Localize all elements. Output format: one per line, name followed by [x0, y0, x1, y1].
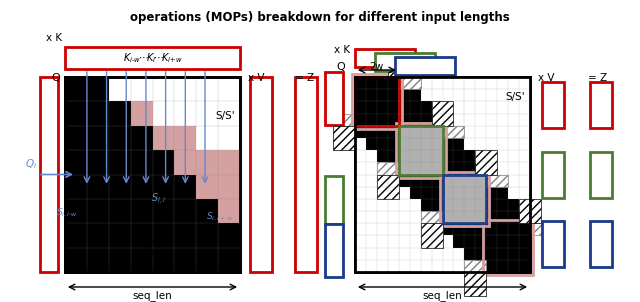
Bar [590, 221, 612, 267]
Text: seq_len: seq_len [132, 290, 172, 301]
Text: S/S': S/S' [216, 111, 235, 121]
Bar [399, 126, 442, 175]
Bar [87, 101, 152, 126]
Bar [388, 162, 486, 175]
Bar [218, 248, 240, 272]
Text: S/S': S/S' [506, 92, 525, 102]
Bar [442, 126, 465, 138]
Bar [65, 77, 240, 272]
Bar [325, 72, 343, 125]
Text: $K_{i\text{-}w}\!\cdots\!K_i\!\cdots\!K_{i\text{+}w}$: $K_{i\text{-}w}\!\cdots\!K_i\!\cdots\!K_… [122, 51, 182, 65]
Text: $S_{i,i+w}$: $S_{i,i+w}$ [205, 210, 233, 223]
Bar [431, 211, 530, 223]
Bar [396, 123, 445, 178]
Bar [65, 126, 152, 150]
Bar [355, 126, 453, 138]
Bar [420, 199, 519, 211]
Bar [476, 150, 497, 175]
Bar [325, 176, 343, 224]
Bar [355, 114, 442, 126]
Bar [590, 152, 612, 198]
Bar [40, 77, 58, 272]
Bar [465, 260, 486, 272]
Text: $Q_i$: $Q_i$ [25, 158, 37, 172]
Bar [453, 236, 530, 248]
Bar [483, 220, 533, 275]
Bar [465, 248, 530, 260]
Bar [131, 150, 240, 175]
Bar [355, 77, 530, 272]
Bar [352, 74, 402, 129]
Bar [377, 150, 476, 162]
Bar [440, 172, 489, 226]
Bar [399, 77, 420, 89]
Bar [486, 175, 508, 187]
Bar [65, 223, 240, 248]
Text: x V: x V [248, 73, 264, 83]
Bar [431, 101, 453, 126]
Bar [590, 82, 612, 128]
Bar [65, 77, 109, 101]
Bar [377, 175, 399, 199]
Bar [295, 77, 317, 272]
Bar [65, 77, 240, 272]
Text: seq_len: seq_len [422, 290, 462, 301]
Bar [355, 89, 420, 101]
Bar [152, 175, 240, 199]
Bar [65, 101, 131, 126]
Bar [196, 223, 240, 248]
Bar [333, 126, 355, 150]
Bar [442, 223, 530, 236]
Bar [325, 224, 343, 277]
Bar [542, 221, 564, 267]
Text: operations (MOPs) breakdown for different input lengths: operations (MOPs) breakdown for differen… [130, 11, 510, 24]
Bar [65, 199, 218, 223]
Bar [465, 272, 486, 296]
Bar [355, 77, 399, 126]
Bar [355, 49, 415, 67]
Bar [65, 175, 196, 199]
Text: x V: x V [538, 73, 554, 83]
Bar [375, 53, 435, 71]
Text: 2w: 2w [145, 247, 159, 257]
Bar [65, 150, 174, 175]
Text: = Z: = Z [295, 73, 314, 83]
Bar [420, 211, 442, 223]
Text: Q: Q [336, 62, 345, 72]
Bar [377, 162, 399, 175]
Text: 2w: 2w [370, 62, 384, 72]
Bar [542, 152, 564, 198]
Bar [250, 77, 272, 272]
Bar [410, 187, 508, 199]
Bar [366, 138, 465, 150]
Bar [109, 126, 196, 150]
Bar [442, 175, 486, 223]
Bar [519, 199, 541, 223]
Bar [355, 77, 530, 272]
Bar [355, 77, 530, 272]
Bar [442, 175, 486, 223]
Bar [65, 248, 240, 272]
Text: = Z: = Z [588, 73, 607, 83]
Text: x K: x K [46, 33, 62, 43]
Bar [395, 57, 455, 75]
Bar [476, 260, 530, 272]
Bar [65, 47, 240, 69]
Bar [388, 53, 410, 77]
Bar [542, 82, 564, 128]
Text: $S_{i,i}$: $S_{i,i}$ [151, 192, 166, 207]
Bar [355, 77, 530, 272]
Text: Q: Q [51, 73, 60, 83]
Bar [399, 175, 497, 187]
Bar [65, 77, 109, 101]
Text: x K: x K [334, 45, 350, 55]
Bar [355, 77, 410, 89]
Bar [174, 199, 240, 223]
Bar [333, 114, 355, 126]
Bar [355, 101, 431, 114]
Bar [530, 223, 552, 236]
Text: $S_{i,i\text{-}w}$: $S_{i,i\text{-}w}$ [56, 207, 78, 219]
Bar [420, 223, 442, 248]
Bar [399, 126, 442, 175]
